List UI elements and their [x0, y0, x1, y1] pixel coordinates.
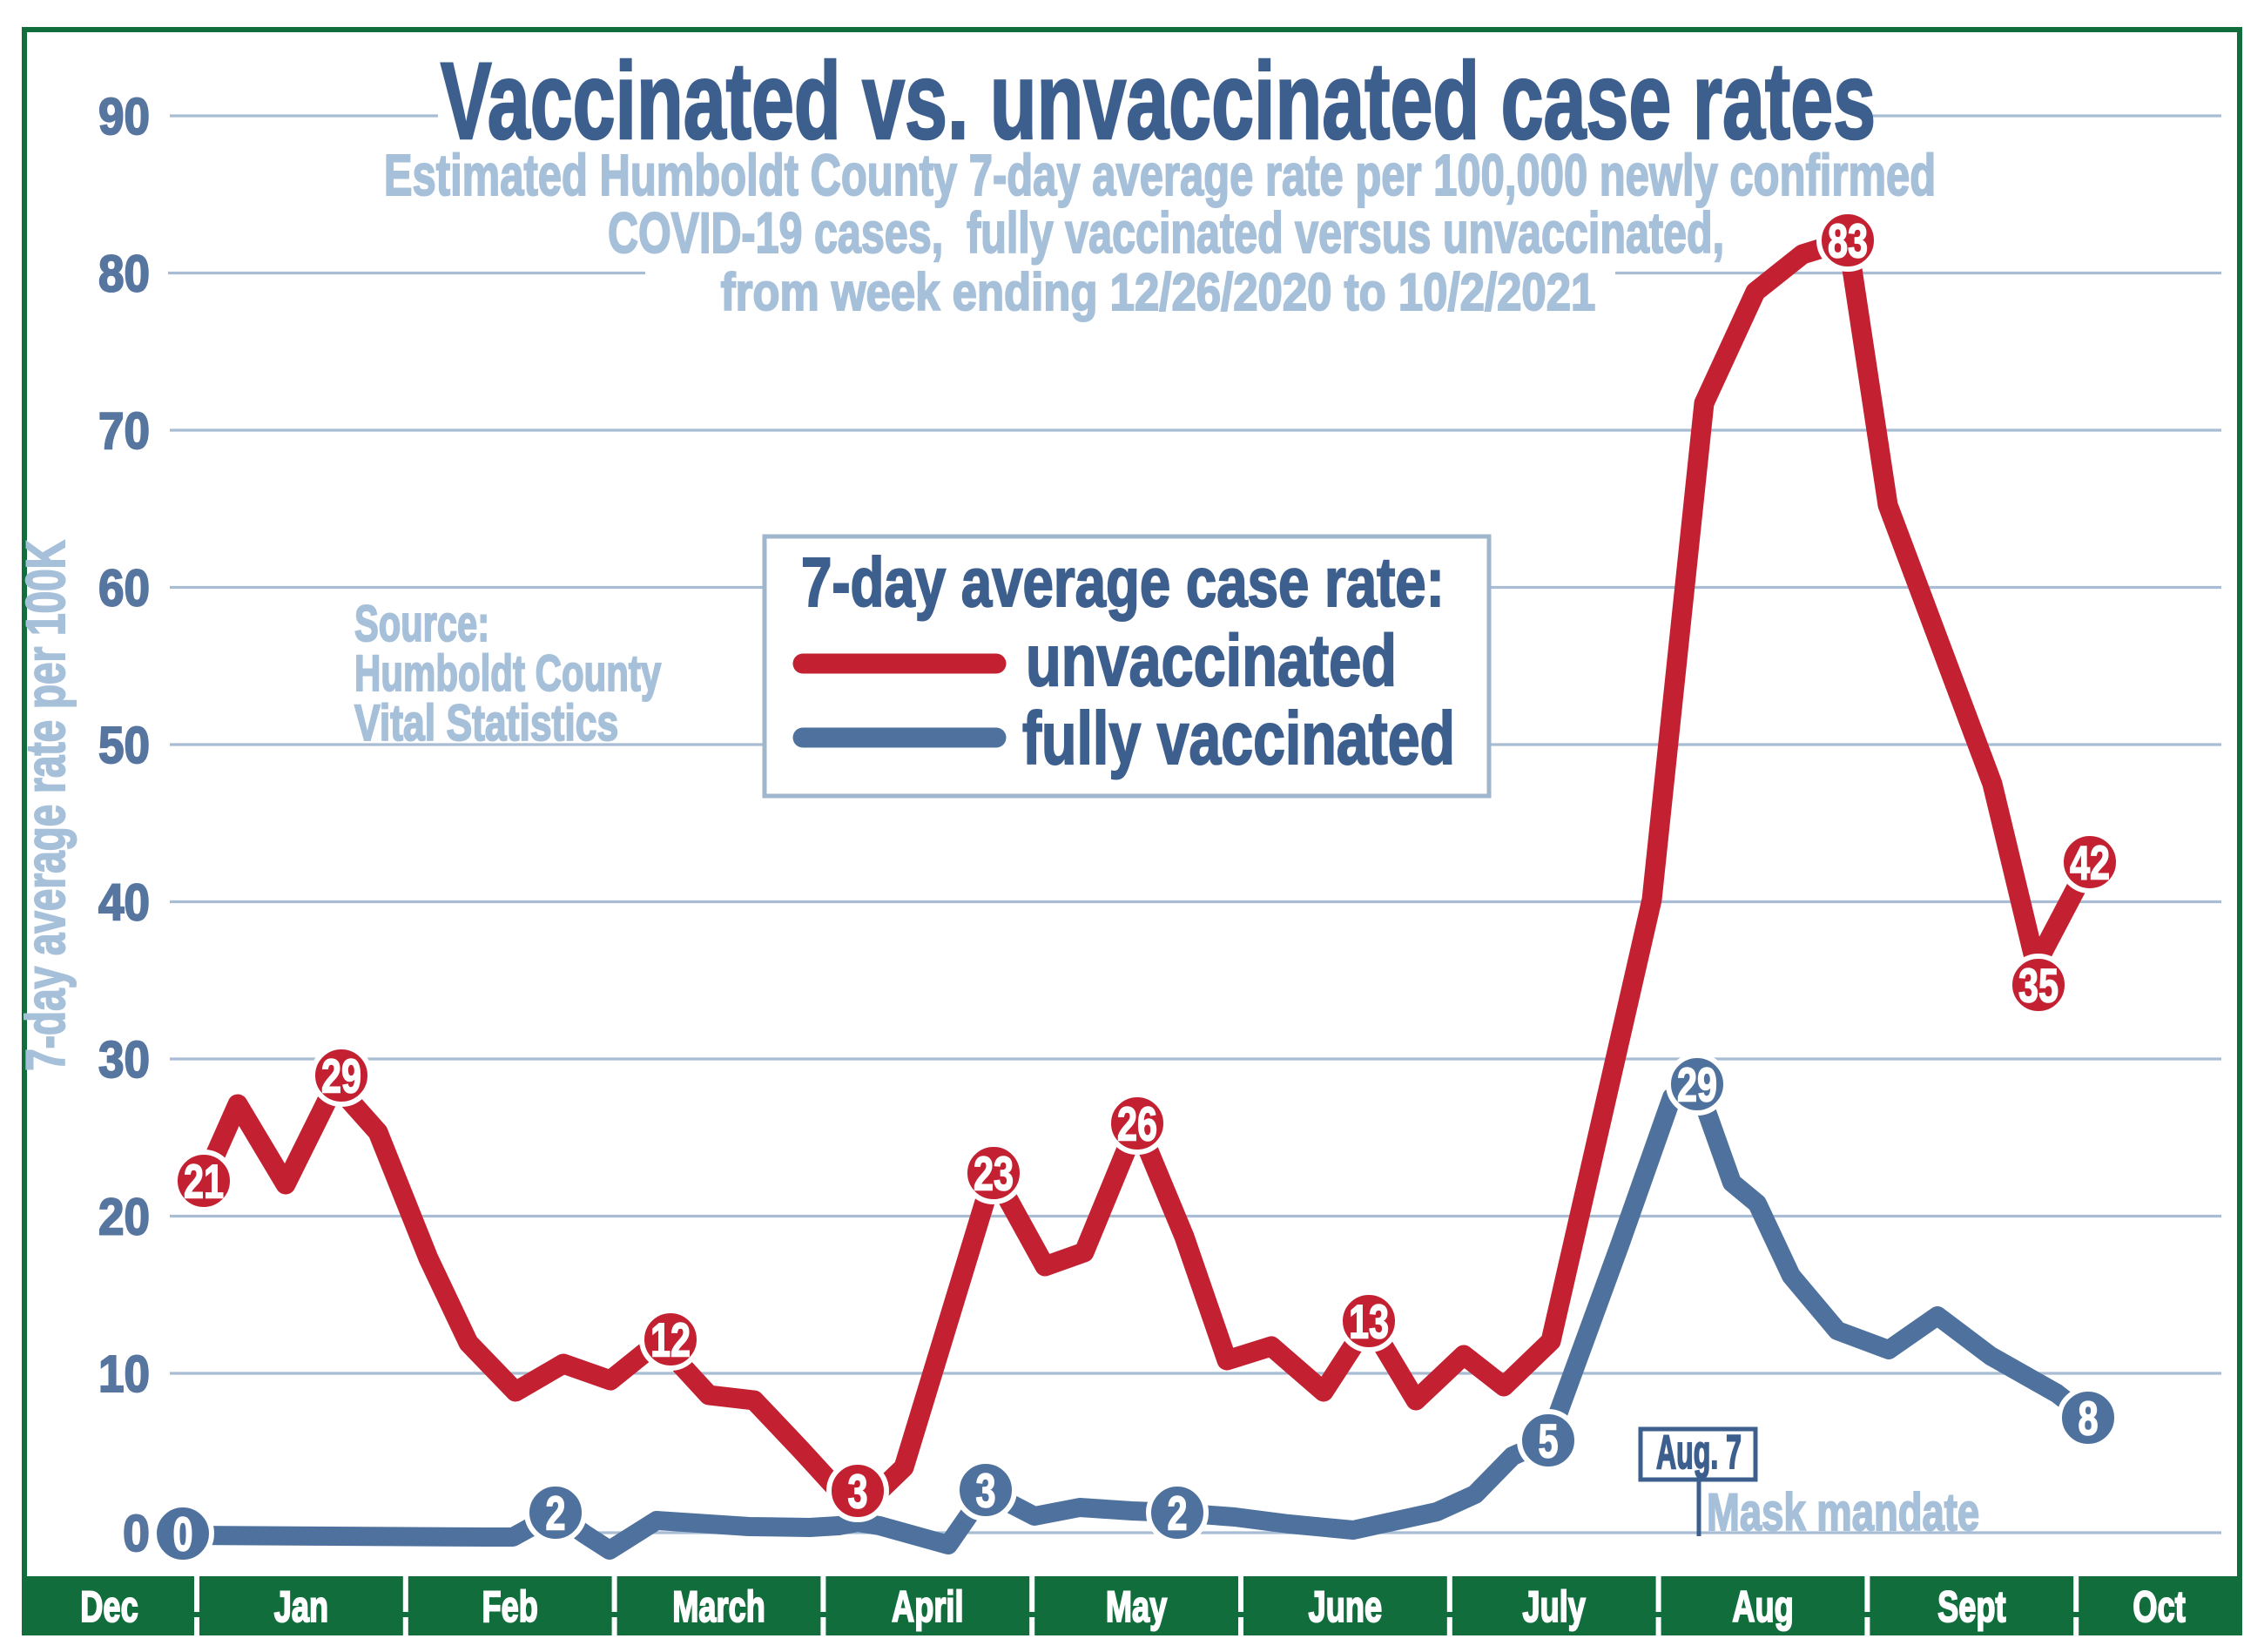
svg-text:21: 21	[184, 1156, 224, 1209]
svg-text:Oct: Oct	[2133, 1582, 2186, 1631]
svg-text:Vaccinated vs. unvaccinated ca: Vaccinated vs. unvaccinated case rates	[441, 39, 1876, 161]
svg-text:May: May	[1106, 1582, 1168, 1631]
svg-text:3: 3	[847, 1466, 867, 1519]
svg-text:29: 29	[321, 1050, 361, 1103]
svg-text:Jan: Jan	[274, 1582, 328, 1631]
svg-text:COVID-19 cases, fully vaccina: COVID-19 cases, fully vaccinated versus …	[608, 202, 1724, 266]
svg-text:13: 13	[1349, 1296, 1389, 1349]
svg-text:8: 8	[2078, 1392, 2098, 1446]
svg-text:60: 60	[98, 559, 150, 617]
svg-text:90: 90	[98, 87, 150, 145]
svg-text:35: 35	[2018, 960, 2058, 1013]
svg-text:70: 70	[98, 401, 150, 459]
svg-text:42: 42	[2070, 837, 2110, 890]
svg-text:2: 2	[545, 1487, 565, 1541]
svg-text:12: 12	[650, 1314, 691, 1367]
svg-text:from week ending 12/26/2020 to: from week ending 12/26/2020 to 10/2/2021	[721, 263, 1596, 321]
svg-text:3: 3	[975, 1465, 995, 1518]
svg-text:5: 5	[1538, 1415, 1558, 1468]
svg-text:50: 50	[98, 716, 150, 773]
svg-text:Estimated Humboldt County 7-da: Estimated Humboldt County 7-day average …	[384, 144, 1936, 208]
svg-text:fully vaccinated: fully vaccinated	[1022, 698, 1455, 780]
svg-text:Aug: Aug	[1732, 1582, 1793, 1631]
svg-text:80: 80	[98, 245, 150, 302]
svg-text:April: April	[892, 1582, 963, 1631]
svg-text:July: July	[1522, 1582, 1586, 1631]
svg-text:83: 83	[1828, 215, 1868, 268]
svg-text:unvaccinated: unvaccinated	[1026, 620, 1397, 702]
svg-text:Sept: Sept	[1937, 1582, 2006, 1631]
svg-text:10: 10	[98, 1345, 150, 1402]
svg-text:Feb: Feb	[482, 1582, 538, 1631]
svg-text:7-day average case rate:: 7-day average case rate:	[801, 544, 1445, 621]
svg-text:26: 26	[1117, 1098, 1157, 1151]
svg-text:2: 2	[1167, 1487, 1187, 1541]
svg-text:20: 20	[98, 1188, 150, 1245]
svg-text:7-day average rate per 100K: 7-day average rate per 100K	[15, 540, 77, 1071]
svg-text:Vital Statistics: Vital Statistics	[354, 695, 618, 752]
svg-text:March: March	[672, 1582, 765, 1631]
svg-text:Dec: Dec	[80, 1582, 138, 1631]
svg-text:Source:: Source:	[354, 595, 489, 652]
svg-text:Mask mandate: Mask mandate	[1707, 1484, 1979, 1542]
svg-text:0: 0	[123, 1505, 150, 1562]
svg-text:23: 23	[974, 1148, 1014, 1201]
svg-text:30: 30	[98, 1030, 150, 1088]
svg-text:Aug. 7: Aug. 7	[1656, 1426, 1742, 1479]
svg-text:29: 29	[1677, 1059, 1717, 1112]
svg-text:Humboldt County: Humboldt County	[354, 644, 662, 702]
svg-text:June: June	[1309, 1582, 1383, 1631]
svg-text:0: 0	[172, 1508, 192, 1561]
svg-text:40: 40	[98, 873, 150, 931]
